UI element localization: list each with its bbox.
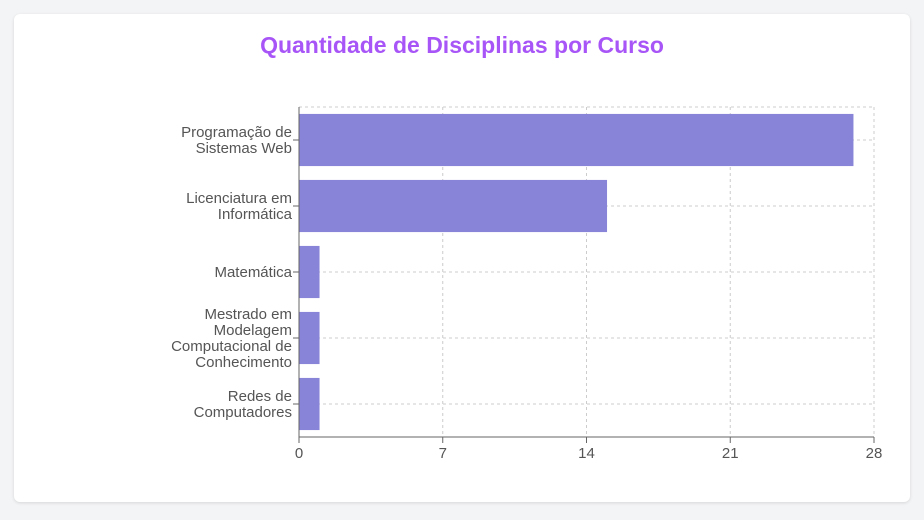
bar	[299, 377, 320, 431]
x-tick-label: 0	[295, 445, 303, 462]
y-tick-label-line: Conhecimento	[195, 354, 292, 371]
y-tick-label: Matemática	[214, 264, 292, 281]
bar	[299, 245, 320, 299]
x-tick-label: 21	[722, 445, 739, 462]
y-tick-label: Mestrado em Modelagem Computacional de Conh…	[171, 306, 292, 371]
chart-card: Quantidade de Disciplinas por Curso 0 7 14…	[14, 14, 910, 502]
y-tick-label-line: Licenciatura em	[186, 190, 292, 207]
y-tick-label-line: Mestrado em	[204, 306, 292, 323]
y-tick-label-line: Computadores	[194, 404, 292, 421]
y-tick-label: Redes de Computadores	[194, 388, 292, 421]
chart-title: Quantidade de Disciplinas por Curso	[260, 32, 664, 58]
y-tick-label-line: Matemática	[214, 264, 292, 281]
x-tick-label: 7	[439, 445, 447, 462]
axes	[293, 107, 875, 443]
y-tick-label-line: Informática	[218, 206, 293, 223]
y-tick-label-line: Redes de	[228, 388, 292, 405]
x-tick-label: 28	[866, 445, 883, 462]
bar	[299, 311, 320, 365]
bars	[299, 113, 854, 431]
y-tick-label: Licenciatura em Informática	[186, 190, 293, 223]
y-tick-label-line: Sistemas Web	[196, 140, 292, 157]
bar	[299, 179, 608, 233]
tick-labels: 0 7 14 21 28 Programação de Sistemas Web Licenc…	[171, 124, 882, 462]
y-tick-label-line: Computacional de	[171, 338, 292, 355]
y-tick-label-line: Programação de	[181, 124, 292, 141]
bar-chart: 0 7 14 21 28 Programação de Sistemas Web Licenc…	[171, 106, 882, 462]
y-tick-label-line: Modelagem	[214, 322, 292, 339]
bar	[299, 113, 854, 167]
x-tick-label: 14	[578, 445, 595, 462]
y-tick-label: Programação de Sistemas Web	[181, 124, 292, 157]
